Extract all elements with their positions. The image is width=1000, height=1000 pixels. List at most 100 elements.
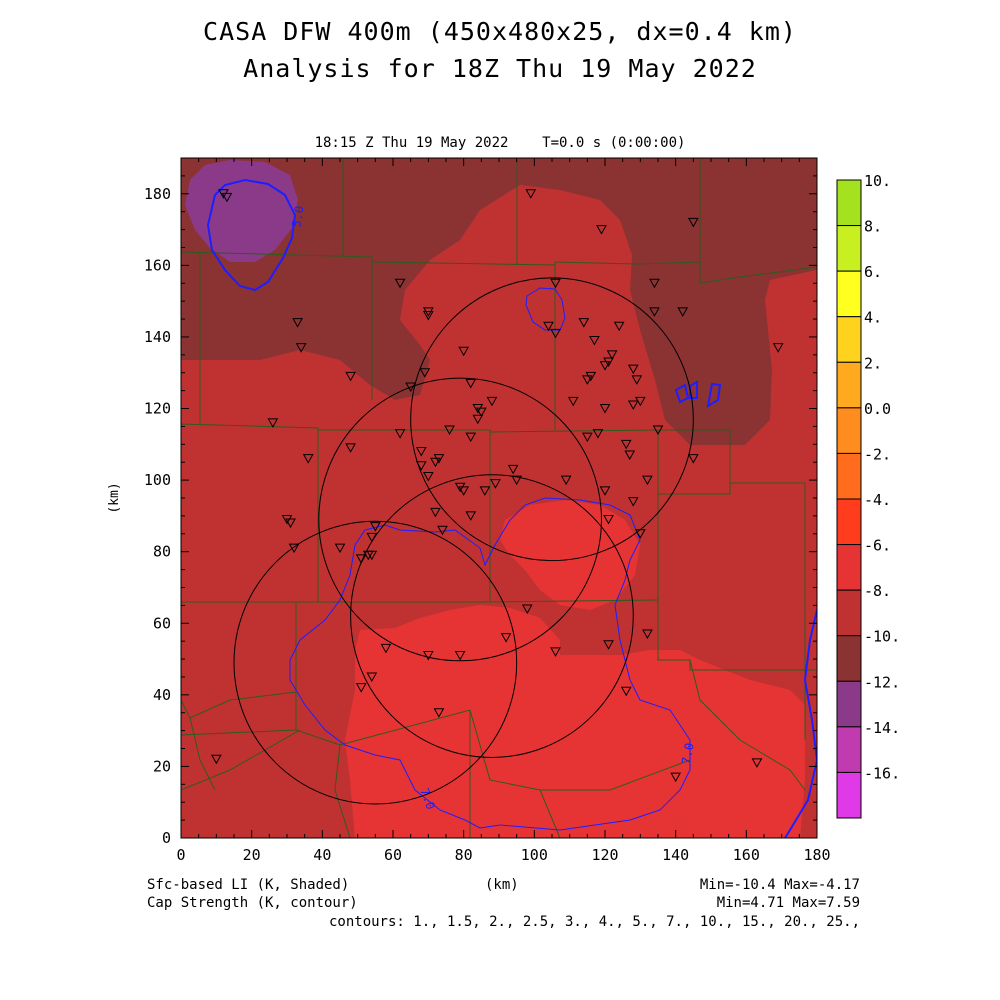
station-marker — [366, 532, 378, 543]
y-tick-label: 60 — [153, 614, 171, 632]
station-marker — [589, 336, 600, 346]
colorbar-label: 0.0 — [864, 400, 891, 418]
station-marker — [486, 396, 498, 407]
contour-5-east1 — [674, 383, 690, 404]
shaded-field-label: Sfc-based LI (K, Shaded) — [147, 877, 350, 893]
shaded-minmax: Min=-10.4 Max=-4.17 — [699, 877, 860, 893]
station-marker — [302, 454, 314, 464]
station-marker — [687, 454, 699, 464]
station-marker — [613, 321, 625, 332]
station-marker — [550, 328, 561, 339]
station-marker — [454, 650, 466, 661]
axes: 0 20 40 60 80 100 120 140 160 180 0 20 40 60 80 100 120 1… — [144, 158, 831, 864]
station-marker — [525, 189, 537, 199]
station-marker — [649, 307, 660, 317]
station-marker — [627, 497, 639, 507]
station-marker — [751, 758, 763, 768]
station-marker — [581, 375, 593, 385]
colorbar-segment — [836, 361, 862, 409]
valid-time: 18:15 Z Thu 19 May 2022 T=0.0 s (0:00:00… — [314, 135, 686, 151]
y-tick-label: 40 — [153, 686, 171, 704]
station-marker — [603, 514, 614, 525]
colorbar-label: -16. — [864, 764, 900, 782]
station-marker — [642, 475, 653, 486]
x-tick-label: 160 — [733, 846, 760, 864]
radar-ring-1 — [410, 277, 694, 562]
station-marker — [627, 364, 639, 375]
station-markers — [210, 189, 784, 783]
station-marker — [620, 439, 632, 450]
station-marker — [500, 633, 512, 643]
station-marker — [292, 318, 303, 328]
station-marker — [606, 350, 618, 360]
station-marker — [567, 396, 579, 407]
station-marker — [366, 550, 378, 561]
station-marker — [444, 425, 455, 436]
colorbar-label: -2. — [864, 445, 891, 463]
station-marker — [419, 368, 431, 378]
chart-title: CASA DFW 400m (450x480x25, dx=0.4 km) — [203, 17, 797, 46]
station-marker — [599, 361, 611, 371]
colorbar-label: -6. — [864, 537, 891, 555]
colorbar-label: -4. — [864, 491, 891, 509]
station-marker — [405, 382, 417, 393]
colorbar-segment — [836, 589, 862, 637]
colorbar-label: 4. — [864, 309, 882, 327]
station-marker — [543, 321, 554, 332]
station-marker — [475, 407, 487, 418]
colorbar-segment — [836, 179, 862, 227]
station-marker — [603, 640, 614, 650]
station-marker — [437, 525, 448, 536]
station-marker — [596, 225, 607, 235]
y-tick-label: 80 — [153, 543, 171, 561]
station-marker — [620, 686, 632, 697]
colorbar-label: -14. — [864, 719, 900, 737]
station-marker — [430, 507, 441, 518]
station-marker — [772, 343, 784, 353]
station-marker — [599, 404, 611, 414]
station-marker — [603, 357, 614, 368]
station-marker — [465, 432, 477, 443]
colorbar-label: 6. — [864, 263, 882, 281]
contour-7-east — [784, 609, 817, 838]
contour-5-north — [525, 287, 566, 331]
station-marker — [285, 518, 296, 529]
y-tick-label: 100 — [144, 471, 171, 489]
station-marker — [355, 683, 367, 693]
station-marker — [511, 475, 523, 486]
station-marker — [677, 307, 689, 317]
station-marker — [415, 446, 427, 457]
colorbar-label: 10. — [864, 172, 891, 190]
x-tick-label: 80 — [455, 846, 473, 864]
station-marker — [581, 432, 593, 443]
colorbar-segment — [836, 544, 862, 591]
station-marker — [366, 672, 378, 682]
x-tick-label: 140 — [662, 846, 689, 864]
li-light-region-central — [500, 500, 640, 610]
station-marker — [465, 378, 477, 389]
colorbar-segment — [836, 498, 862, 546]
station-marker — [221, 192, 233, 203]
station-marker — [634, 529, 646, 539]
station-marker — [369, 522, 381, 532]
station-marker — [521, 604, 533, 614]
station-marker — [380, 643, 392, 654]
station-marker — [394, 278, 406, 289]
contour-7-main — [289, 497, 691, 831]
contour-label: 7.0 — [679, 742, 697, 766]
station-marker — [670, 772, 682, 783]
station-marker — [642, 629, 653, 640]
li-dark-region — [181, 158, 817, 445]
y-tick-label: 160 — [144, 256, 171, 274]
station-marker — [592, 429, 604, 439]
station-marker — [479, 486, 491, 496]
station-marker — [345, 443, 356, 453]
colorbar-label: 2. — [864, 354, 882, 372]
station-marker — [490, 479, 501, 489]
station-marker — [649, 278, 660, 289]
radar-ring-4 — [233, 520, 518, 805]
station-marker — [687, 217, 699, 228]
colorbar-segment — [836, 270, 862, 318]
colorbar-segment — [836, 680, 862, 728]
